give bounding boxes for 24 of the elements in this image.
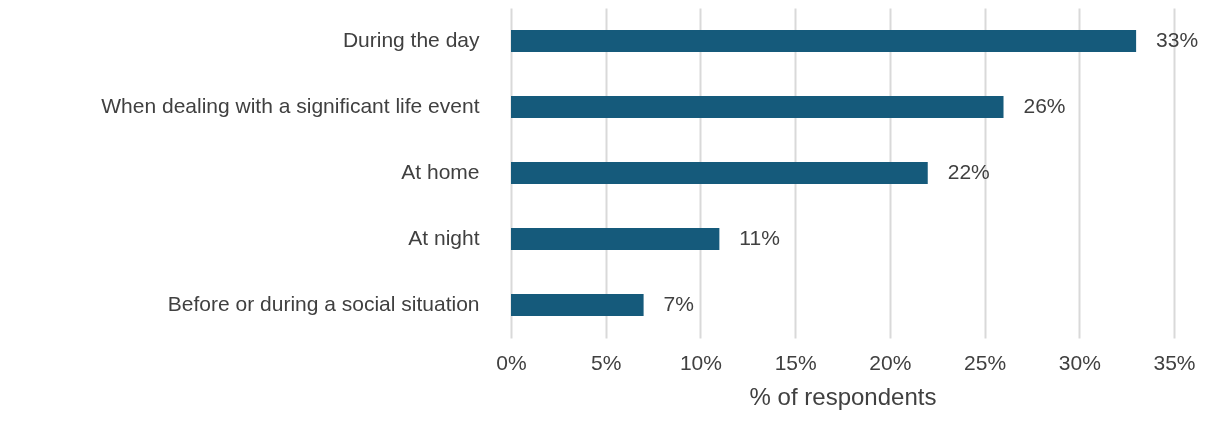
bar: [511, 96, 1004, 118]
y-tick-label: At home: [401, 160, 480, 183]
x-tick-label: 10%: [679, 350, 722, 374]
x-tick-label: 15%: [774, 350, 817, 374]
x-axis-title: % of respondents: [749, 382, 937, 410]
y-tick-label: At night: [408, 226, 480, 249]
y-tick-label: Before or during a social situation: [167, 292, 480, 315]
x-tick-label: 35%: [1153, 350, 1196, 374]
bar: [511, 294, 644, 316]
x-tick-label: 30%: [1058, 350, 1101, 374]
x-tick-label: 20%: [869, 350, 912, 374]
bar: [511, 30, 1137, 52]
x-tick-label: 25%: [964, 350, 1007, 374]
x-tick-label: 0%: [496, 350, 527, 374]
data-label: 7%: [663, 292, 694, 315]
data-label: 11%: [739, 226, 780, 249]
y-tick-label: During the day: [342, 28, 480, 51]
data-label: 26%: [1023, 94, 1066, 117]
y-tick-label: When dealing with a significant life event: [101, 94, 480, 117]
data-label: 22%: [947, 160, 990, 183]
x-tick-label: 5%: [591, 350, 622, 374]
bar: [511, 162, 928, 184]
bar: [511, 228, 720, 250]
data-label: 33%: [1156, 28, 1199, 51]
